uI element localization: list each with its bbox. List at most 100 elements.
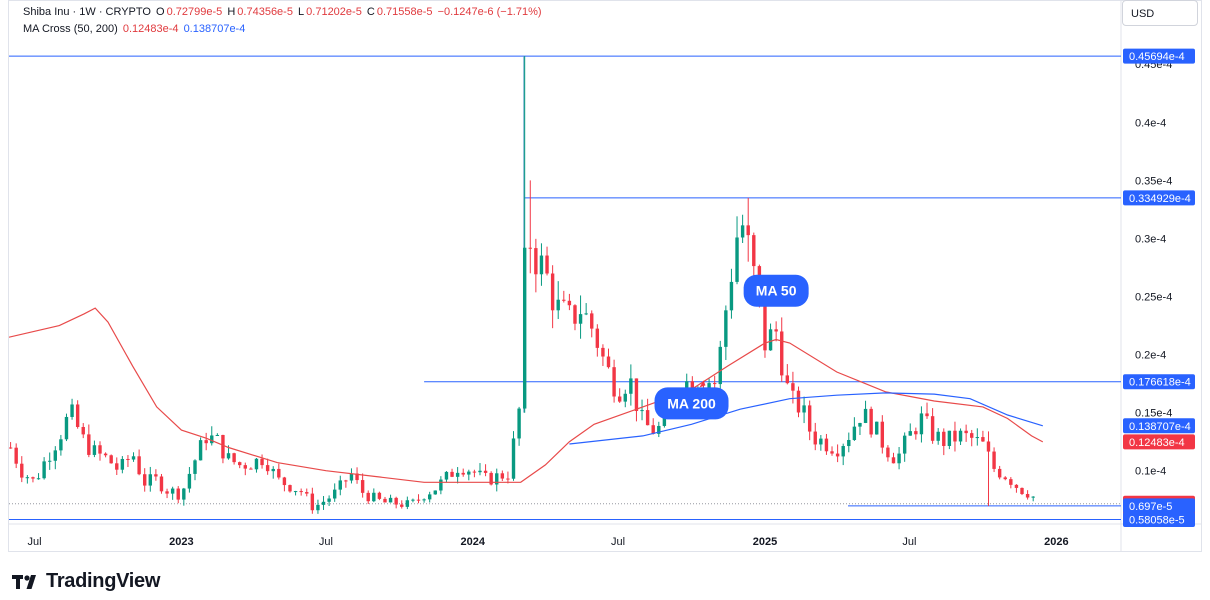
candle-body-82 <box>467 471 471 475</box>
candle-body-130 <box>735 237 739 282</box>
candle-body-94 <box>534 248 538 275</box>
candle-body-96 <box>545 255 549 274</box>
y-tick-1: 0.15e-4 <box>1135 408 1172 420</box>
y-tick-5: 0.35e-4 <box>1135 175 1172 187</box>
candle-body-160 <box>902 435 907 454</box>
candle-body-32 <box>187 473 192 489</box>
candle-body-152 <box>858 422 862 427</box>
annotation-bubble-1 <box>654 387 729 420</box>
candle-body-7 <box>48 460 52 462</box>
candle-body-155 <box>875 421 879 435</box>
candle-body-112 <box>634 378 639 412</box>
candle-body-33 <box>193 460 197 474</box>
candle-body-177 <box>997 468 1002 478</box>
candle-body-105 <box>595 328 600 348</box>
candle-body-147 <box>830 451 834 454</box>
candle-body-141 <box>796 390 801 413</box>
candle-body-27 <box>159 476 164 492</box>
price-tag-label-7: 0.58058e-5 <box>1129 514 1185 526</box>
candle-body-180 <box>1014 484 1019 488</box>
candle-body-0 <box>9 447 13 449</box>
candle-body-106 <box>601 347 605 357</box>
price-tag-label-0: 0.45694e-4 <box>1129 51 1185 63</box>
candle-body-76 <box>433 490 437 495</box>
ohlc-legend: Shiba Inu · 1W · CRYPTO O 0.72799e-5 H 0.7… <box>23 6 544 18</box>
symbol-label[interactable]: Shiba Inu · 1W · CRYPTO <box>23 6 151 18</box>
indicator-label[interactable]: MA Cross (50, 200) <box>23 23 118 35</box>
open-label: O <box>156 6 165 18</box>
candle-body-20 <box>120 458 125 470</box>
candle-body-144 <box>813 431 817 445</box>
price-chart[interactable]: MA 50 MA 200 0.1e-4 0.15e-4 0.2e-4 0.25e-4 0.3… <box>9 1 1201 551</box>
candle-body-169 <box>953 430 957 442</box>
candle-body-28 <box>165 491 169 494</box>
candle-body-102 <box>578 314 583 324</box>
candle-body-172 <box>970 433 974 438</box>
candle-body-4 <box>31 477 35 479</box>
candle-body-157 <box>886 447 890 458</box>
candle-body-67 <box>383 498 387 503</box>
candle-body-113 <box>640 410 644 412</box>
candle-body-68 <box>388 497 393 503</box>
candle-body-61 <box>349 473 354 481</box>
candle-body-182 <box>1025 494 1030 498</box>
price-tag-7 <box>1123 511 1195 527</box>
x-tick-0: Jul <box>28 536 42 548</box>
price-tag-3 <box>1123 418 1195 434</box>
candle-body-9 <box>59 439 63 451</box>
candle-body-50 <box>288 485 292 492</box>
chart-frame[interactable]: MA 50 MA 200 0.1e-4 0.15e-4 0.2e-4 0.25e-4 0.3… <box>8 0 1202 552</box>
candle-body-81 <box>461 472 465 475</box>
annotation-bubble-0 <box>743 274 809 307</box>
candle-body-72 <box>411 499 415 501</box>
candle-body-1 <box>14 447 18 464</box>
annotation-label-1: MA 200 <box>667 395 716 411</box>
candle-body-97 <box>550 273 555 311</box>
candle-body-11 <box>70 404 74 417</box>
candle-body-159 <box>897 453 901 464</box>
candle-body-19 <box>115 463 119 470</box>
candle-body-143 <box>807 405 812 432</box>
candle-body-170 <box>958 430 963 442</box>
candle-body-46 <box>265 465 270 472</box>
candle-body-153 <box>863 408 868 423</box>
candle-body-34 <box>198 440 203 461</box>
price-tag-label-4: 0.12483e-4 <box>1129 437 1185 449</box>
candle-body-95 <box>539 255 544 275</box>
low-value: 0.71202e-5 <box>306 6 362 18</box>
candle-body-2 <box>20 463 24 478</box>
candle-body-132 <box>746 225 750 236</box>
candle-body-88 <box>500 473 505 479</box>
candle-body-168 <box>947 430 952 446</box>
candle-body-174 <box>981 437 985 442</box>
candle-body-84 <box>478 470 482 473</box>
candle-body-103 <box>584 313 588 315</box>
x-tick-5: 2025 <box>753 536 777 548</box>
currency-button[interactable]: USD <box>1122 0 1198 26</box>
candle-body-63 <box>360 480 365 493</box>
close-value: 0.71558e-5 <box>376 6 433 18</box>
change-value: −0.1247e-6 (−1.71%) <box>437 6 542 18</box>
candle-body-142 <box>802 405 806 413</box>
candle-body-109 <box>617 396 622 402</box>
candle-body-49 <box>282 477 287 486</box>
candle-body-116 <box>657 425 661 434</box>
candle-body-8 <box>53 450 58 461</box>
x-tick-4: Jul <box>611 536 625 548</box>
candle-body-6 <box>42 461 46 479</box>
ma200-line <box>569 392 1043 445</box>
candle-body-128 <box>724 310 728 347</box>
candle-body-48 <box>277 468 281 478</box>
candle-body-54 <box>310 493 315 511</box>
tradingview-logo-icon <box>12 574 36 589</box>
price-tag-label-2: 0.176618e-4 <box>1129 377 1191 389</box>
y-tick-4: 0.3e-4 <box>1135 233 1166 245</box>
candle-body-151 <box>852 426 857 440</box>
candle-body-104 <box>590 313 594 329</box>
candle-body-17 <box>103 453 108 456</box>
candle-body-25 <box>148 474 152 486</box>
candle-body-87 <box>495 473 499 485</box>
y-tick-3: 0.25e-4 <box>1135 292 1172 304</box>
candle-body-39 <box>226 453 231 459</box>
open-value: 0.72799e-5 <box>166 6 223 18</box>
